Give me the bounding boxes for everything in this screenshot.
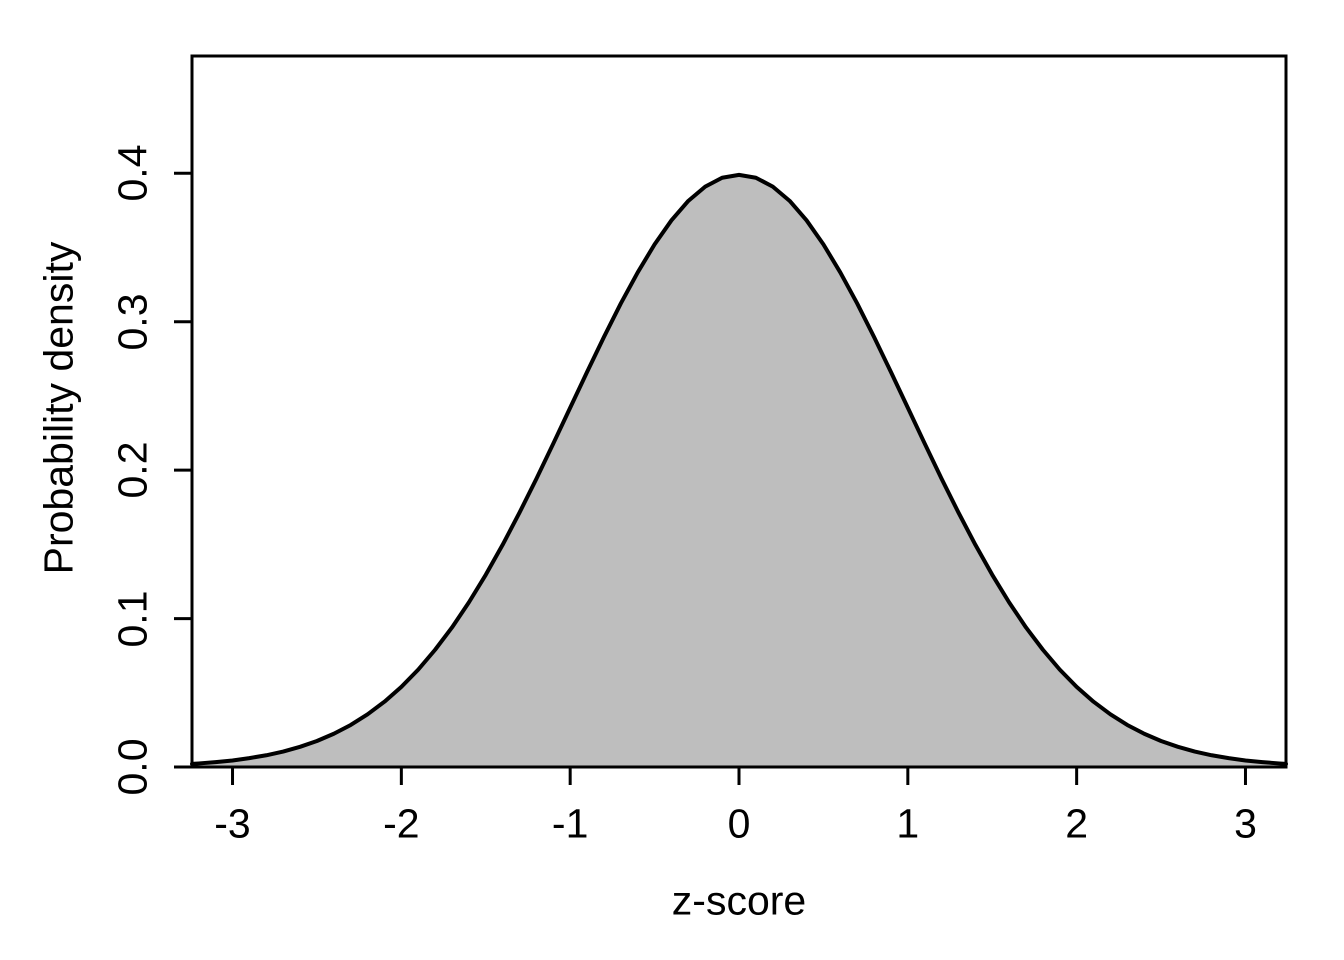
- density-curve: [190, 172, 1288, 766]
- x-tick-label: 2: [1065, 800, 1089, 847]
- y-axis-title: Probability density: [35, 241, 82, 575]
- x-tick-label: -3: [214, 800, 251, 847]
- x-tick-label: -1: [551, 800, 589, 847]
- x-tick-label: 1: [896, 800, 920, 847]
- y-tick-label: 0.3: [109, 293, 156, 351]
- y-tick-label: 0.2: [109, 441, 156, 499]
- y-tick-label: 0.0: [109, 738, 156, 796]
- x-tick-label: -2: [383, 800, 420, 847]
- density-area: [192, 174, 1286, 767]
- x-axis-title: z-score: [671, 877, 807, 924]
- x-tick-label: 0: [727, 800, 751, 847]
- y-tick-label: 0.4: [109, 144, 156, 202]
- x-tick-label: 3: [1234, 800, 1257, 847]
- y-tick-label: 0.1: [109, 590, 156, 648]
